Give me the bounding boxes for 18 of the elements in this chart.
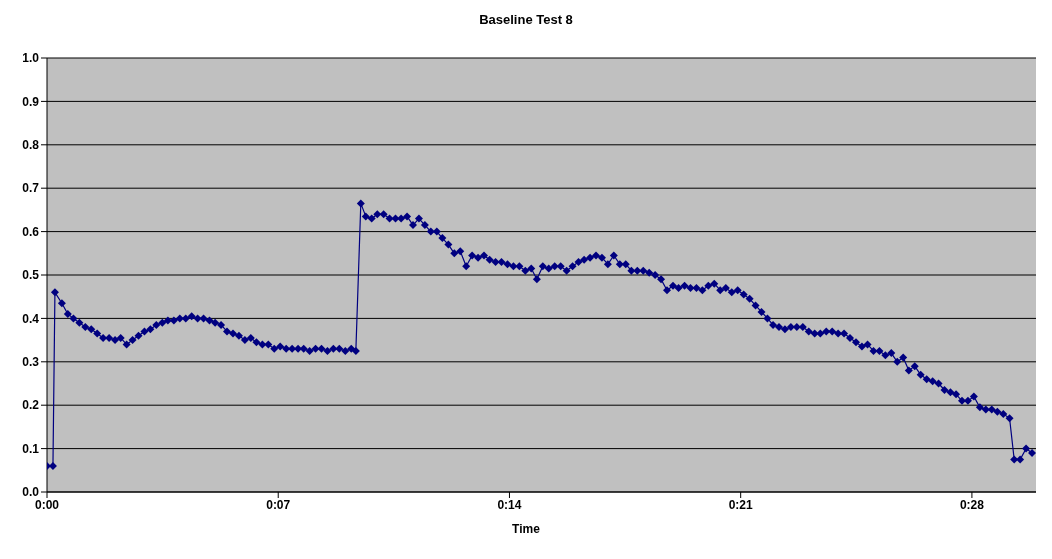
x-axis-title: Time bbox=[511, 522, 541, 536]
x-tick-label: 0:28 bbox=[959, 497, 985, 512]
y-tick-label: 0.9 bbox=[22, 94, 40, 109]
y-tick-label: 0.6 bbox=[22, 224, 40, 239]
y-tick-label: 0.3 bbox=[22, 355, 40, 370]
x-tick-label: 0:00 bbox=[34, 497, 60, 512]
x-tick-label: 0:14 bbox=[497, 497, 522, 512]
y-tick-label: 1.0 bbox=[22, 51, 40, 66]
x-tick-label: 0:07 bbox=[266, 497, 291, 512]
y-tick-label: 0.4 bbox=[22, 311, 40, 326]
chart-title: Baseline Test 8 bbox=[478, 11, 574, 29]
y-tick-label: 0.2 bbox=[22, 398, 40, 413]
y-tick-label: 0.5 bbox=[22, 268, 40, 283]
y-tick-label: 0.7 bbox=[22, 181, 40, 196]
y-tick-label: 0.1 bbox=[22, 441, 40, 456]
y-tick-label: 0.8 bbox=[22, 138, 40, 153]
y-tick-label: 0.0 bbox=[22, 485, 40, 500]
x-tick-label: 0:21 bbox=[728, 497, 754, 512]
